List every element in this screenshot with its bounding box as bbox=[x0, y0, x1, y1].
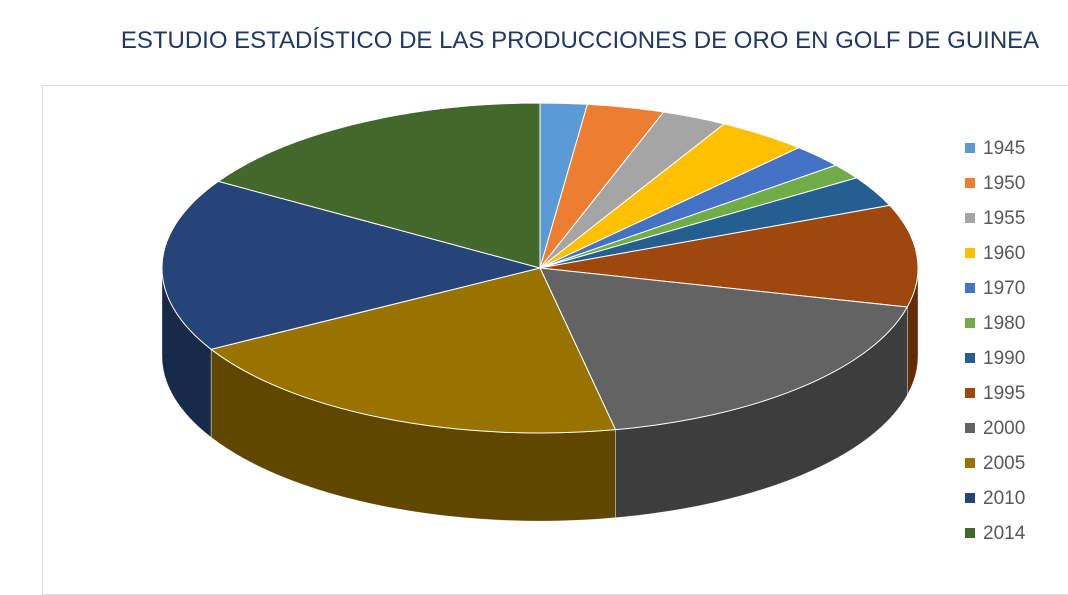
legend-label: 1970 bbox=[983, 278, 1025, 299]
pie-slice bbox=[217, 102, 541, 269]
legend-label: 1995 bbox=[983, 383, 1025, 404]
legend-label: 1980 bbox=[983, 313, 1025, 334]
legend-label: 2014 bbox=[983, 523, 1026, 544]
legend-swatch bbox=[965, 248, 975, 258]
legend-label: 1990 bbox=[983, 348, 1025, 369]
pie-slice bbox=[539, 204, 919, 308]
pie-slice bbox=[539, 267, 909, 431]
legend-label: 1945 bbox=[983, 138, 1025, 159]
legend-swatch bbox=[965, 213, 975, 223]
pie-slice bbox=[161, 180, 542, 350]
chart: 1945 1950 1955 1960 1970 1980 1990 1995 2000 2005… bbox=[161, 102, 1026, 544]
legend-swatch bbox=[965, 318, 975, 328]
legend-label: 1955 bbox=[983, 208, 1025, 229]
side-shade bbox=[211, 349, 616, 521]
legend-label: 1950 bbox=[983, 173, 1025, 194]
side-shade bbox=[907, 268, 918, 396]
legend-swatch bbox=[965, 283, 975, 293]
legend-swatch bbox=[965, 528, 975, 538]
legend-swatch bbox=[965, 353, 975, 363]
side-shade bbox=[615, 307, 908, 518]
legend-swatch bbox=[965, 143, 975, 153]
legend-label: 2005 bbox=[983, 453, 1025, 474]
legend-label: 1960 bbox=[983, 243, 1025, 264]
chart-title: ESTUDIO ESTADÍSTICO DE LAS PRODUCCIONES … bbox=[120, 27, 1040, 54]
legend-swatch bbox=[965, 423, 975, 433]
legend-label: 2000 bbox=[983, 418, 1025, 439]
legend-swatch bbox=[965, 458, 975, 468]
legend-swatch bbox=[965, 388, 975, 398]
legend-swatch bbox=[965, 493, 975, 503]
pie-slice bbox=[209, 267, 617, 434]
page: {"chart_data": {"type": "pie3d", "title"… bbox=[42, 27, 1068, 595]
legend-label: 2010 bbox=[983, 488, 1025, 509]
legend-swatch bbox=[965, 178, 975, 188]
